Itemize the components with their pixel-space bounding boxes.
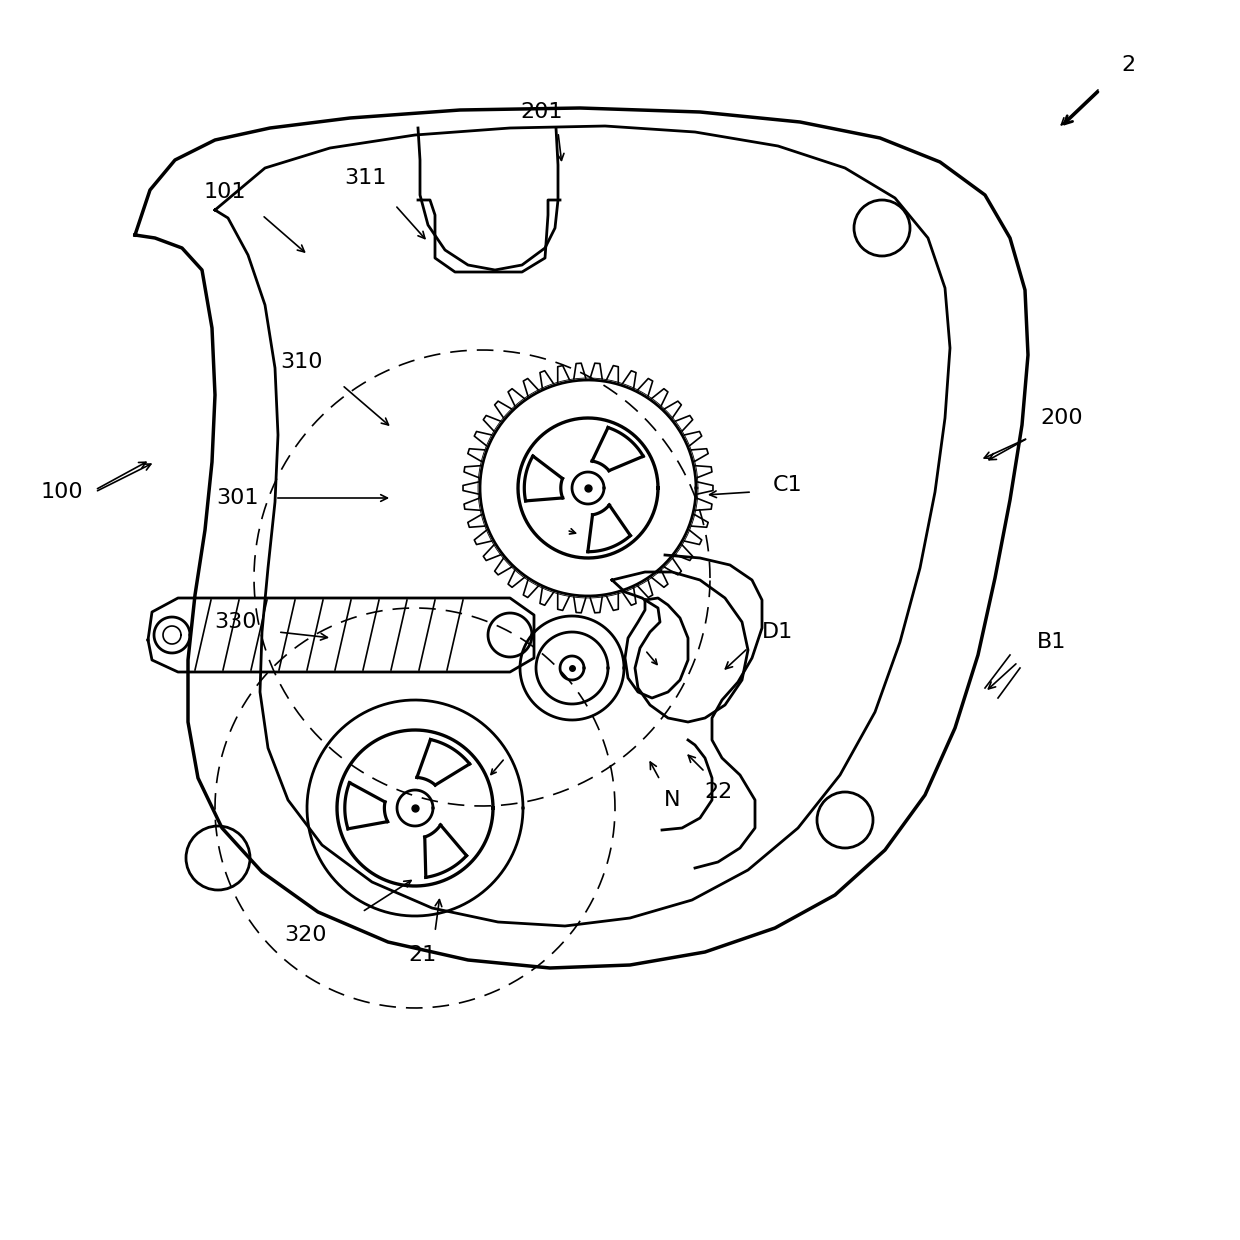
Text: B1: B1 (1038, 632, 1066, 652)
Text: N: N (663, 790, 681, 810)
Text: 200: 200 (1040, 408, 1084, 428)
Text: 201: 201 (521, 102, 563, 122)
Text: 320: 320 (284, 925, 326, 945)
Text: 101: 101 (203, 182, 247, 202)
Text: 301: 301 (217, 489, 259, 508)
Text: 22: 22 (704, 782, 732, 802)
Text: 2: 2 (1121, 55, 1135, 74)
Text: 311: 311 (343, 167, 386, 188)
Text: 310: 310 (280, 352, 324, 372)
Text: 100: 100 (41, 482, 83, 502)
Text: C1: C1 (774, 475, 802, 495)
Text: 21: 21 (408, 945, 436, 965)
Text: 330: 330 (213, 613, 257, 632)
Text: D1: D1 (763, 622, 794, 642)
